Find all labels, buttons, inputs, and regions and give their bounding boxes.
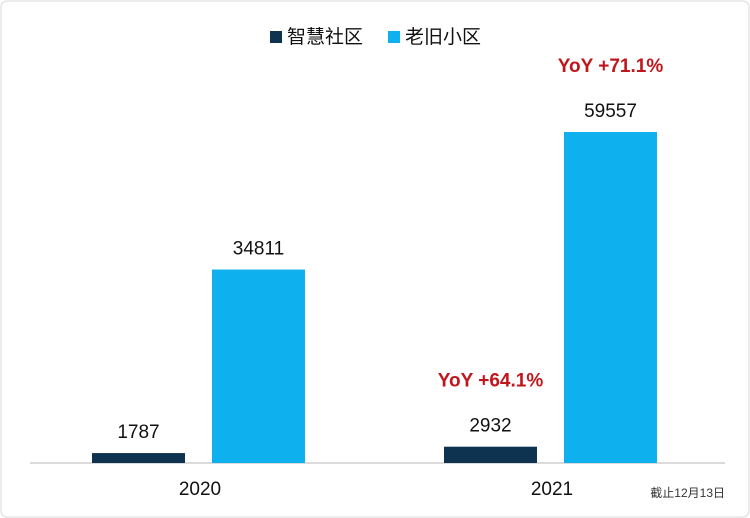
data-label: 2932	[469, 416, 511, 437]
bar	[212, 269, 305, 463]
bar	[564, 132, 657, 463]
legend-swatch	[388, 31, 400, 43]
bar	[444, 446, 537, 463]
annotation: YoY +71.1%	[558, 56, 664, 77]
data-label: 1787	[117, 422, 159, 443]
footnote: 截止12月13日	[650, 486, 725, 500]
bar	[92, 453, 185, 463]
x-tick-label: 2021	[531, 479, 573, 500]
legend-label: 智慧社区	[287, 26, 363, 48]
x-tick-label: 2020	[179, 479, 221, 500]
data-label: 59557	[584, 101, 637, 122]
legend-label: 老旧小区	[405, 26, 481, 48]
legend-swatch	[270, 31, 282, 43]
annotation: YoY +64.1%	[438, 371, 544, 392]
data-label: 34811	[233, 239, 284, 260]
